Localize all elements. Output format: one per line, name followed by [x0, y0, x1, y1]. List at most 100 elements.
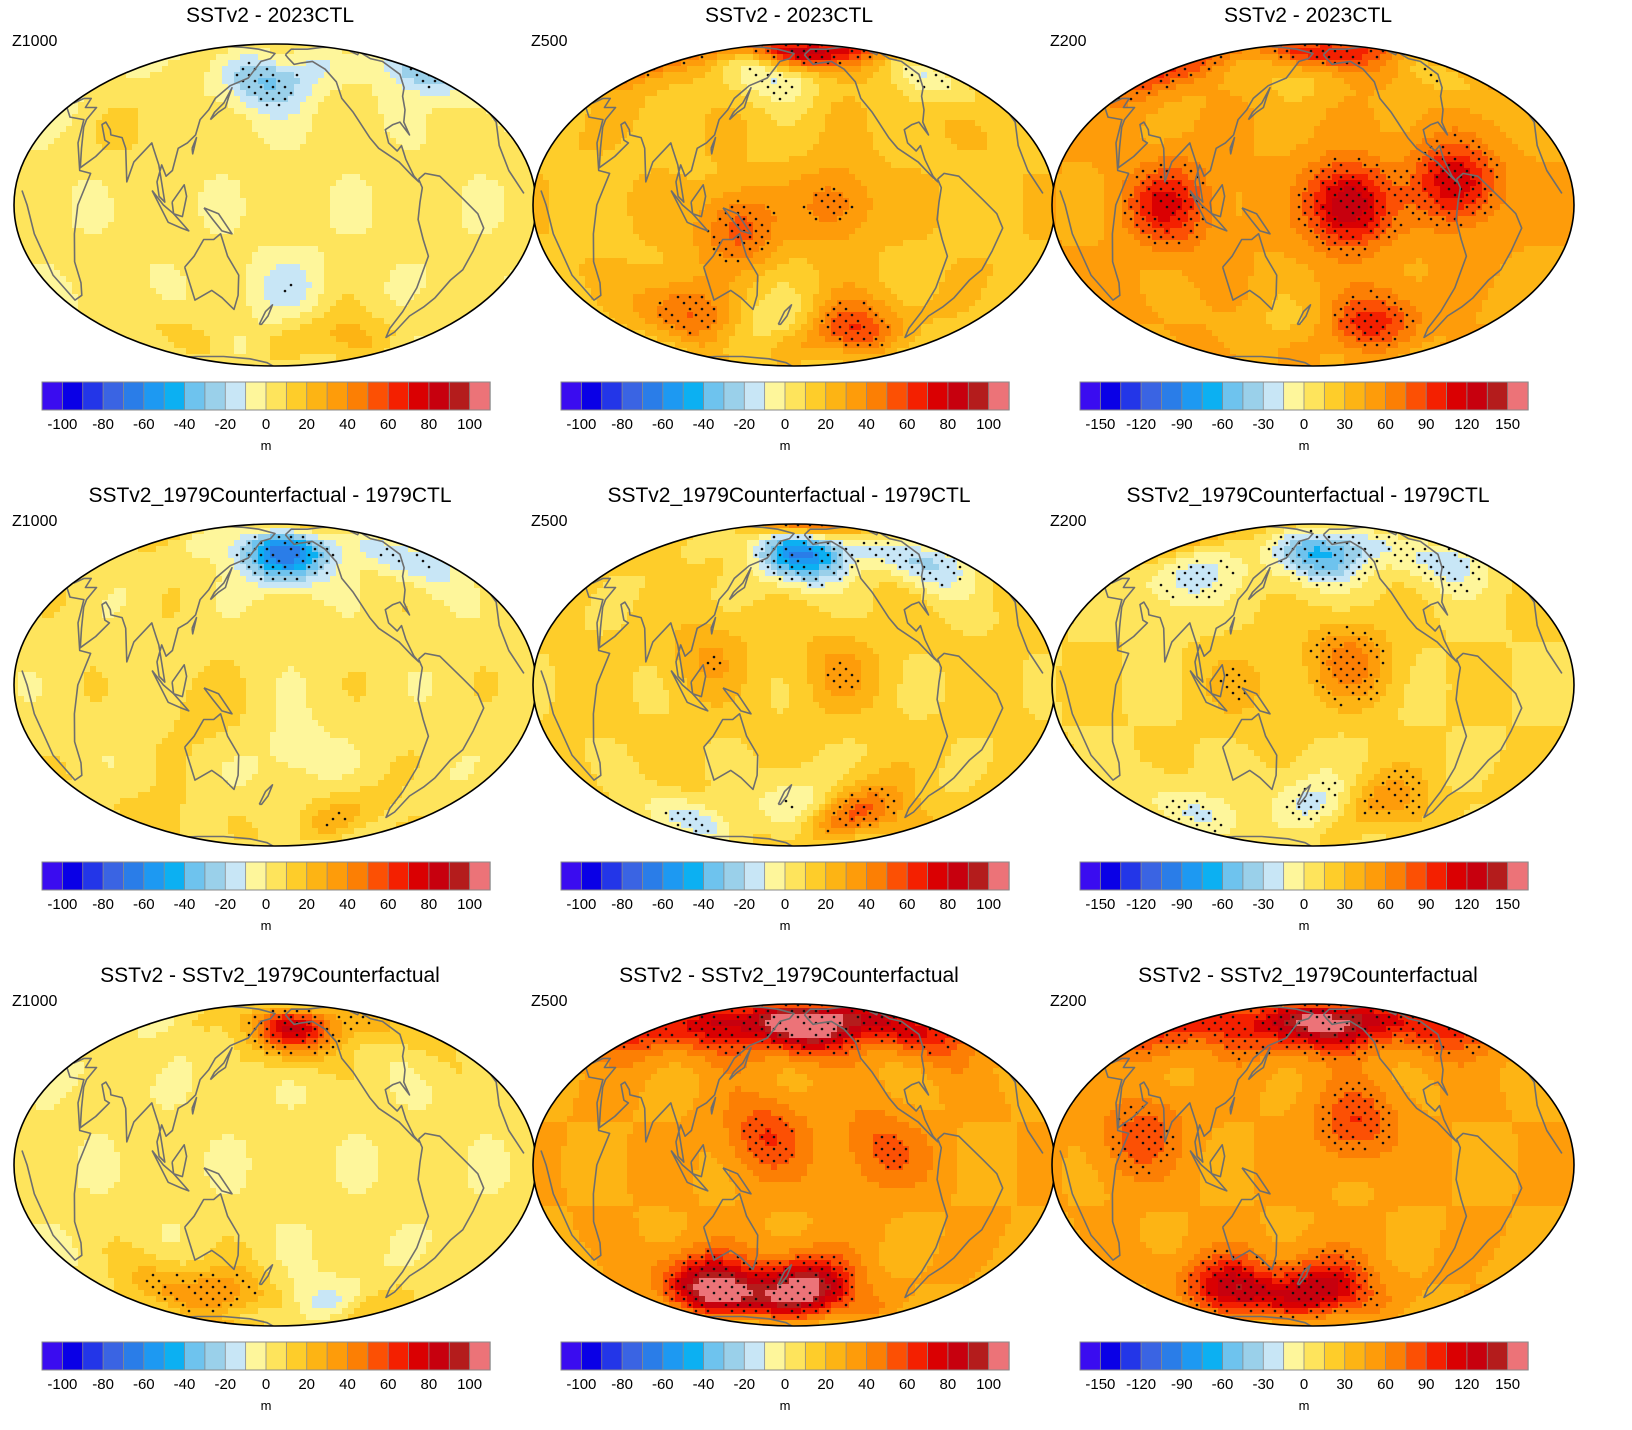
- field-cell: [897, 126, 904, 133]
- field-cell: [849, 72, 856, 79]
- field-cell: [456, 108, 463, 115]
- field-cell: [849, 54, 856, 61]
- field-cell: [867, 78, 874, 85]
- field-cell: [372, 192, 379, 199]
- field-cell: [348, 300, 355, 307]
- field-cell: [192, 348, 199, 355]
- field-cell: [324, 258, 331, 265]
- field-cell: [504, 216, 511, 223]
- field-cell: [969, 90, 976, 97]
- field-cell: [312, 168, 319, 175]
- field-cell: [240, 174, 247, 181]
- field-cell: [390, 108, 397, 115]
- field-cell: [300, 72, 307, 79]
- field-cell: [102, 186, 109, 193]
- field-cell: [360, 318, 367, 325]
- field-cell: [759, 114, 766, 121]
- field-cell: [270, 114, 277, 121]
- field-cell: [843, 54, 850, 61]
- field-cell: [783, 44, 790, 49]
- field-cell: [342, 192, 349, 199]
- field-cell: [723, 66, 730, 73]
- field-cell: [120, 270, 127, 277]
- field-cell: [126, 240, 133, 247]
- field-cell: [378, 180, 385, 187]
- field-cell: [60, 150, 67, 157]
- field-cell: [24, 222, 31, 229]
- field-cell: [288, 192, 295, 199]
- field-cell: [843, 144, 850, 151]
- field-cell: [14, 240, 19, 247]
- field-cell: [204, 120, 211, 127]
- field-cell: [426, 144, 433, 151]
- field-cell: [390, 210, 397, 217]
- field-cell: [216, 48, 223, 55]
- field-cell: [723, 48, 730, 55]
- field-cell: [192, 324, 199, 331]
- colorbar-swatch: [448, 381, 471, 411]
- field-cell: [504, 258, 511, 265]
- field-cell: [312, 120, 319, 127]
- field-cell: [270, 54, 277, 61]
- field-cell: [150, 222, 157, 229]
- field-cell: [408, 84, 415, 91]
- field-cell: [420, 204, 427, 211]
- field-cell: [264, 366, 271, 373]
- field-cell: [78, 216, 85, 223]
- field-cell: [246, 186, 253, 193]
- field-cell: [915, 84, 922, 91]
- field-cell: [294, 348, 301, 355]
- field-cell: [168, 186, 175, 193]
- field-cell: [975, 132, 982, 139]
- field-cell: [162, 282, 169, 289]
- field-cell: [168, 114, 175, 121]
- field-cell: [615, 108, 622, 115]
- field-cell: [132, 216, 139, 223]
- field-cell: [354, 90, 361, 97]
- field-cell: [336, 60, 343, 67]
- field-cell: [408, 150, 415, 157]
- field-cell: [126, 216, 133, 223]
- field-cell: [498, 216, 505, 223]
- field-cell: [510, 156, 517, 163]
- field-cell: [633, 120, 640, 127]
- field-cell: [444, 108, 451, 115]
- field-cell: [420, 108, 427, 115]
- field-cell: [30, 168, 37, 175]
- field-cell: [246, 168, 253, 175]
- field-cell: [330, 120, 337, 127]
- field-cell: [252, 72, 259, 79]
- field-cell: [18, 228, 25, 235]
- field-cell: [48, 222, 55, 229]
- field-cell: [555, 144, 562, 151]
- field-cell: [132, 264, 139, 271]
- field-cell: [210, 312, 217, 319]
- field-cell: [186, 306, 193, 313]
- field-cell: [432, 222, 439, 229]
- field-cell: [312, 360, 319, 366]
- field-cell: [156, 204, 163, 211]
- field-cell: [138, 90, 145, 97]
- field-cell: [855, 138, 862, 145]
- field-cell: [186, 312, 193, 319]
- field-cell: [252, 126, 259, 133]
- field-cell: [480, 264, 487, 271]
- field-cell: [837, 114, 844, 121]
- field-cell: [492, 156, 499, 163]
- field-cell: [402, 192, 409, 199]
- field-cell: [216, 144, 223, 151]
- field-cell: [306, 312, 313, 319]
- field-cell: [390, 252, 397, 259]
- field-cell: [108, 300, 115, 307]
- field-cell: [438, 180, 445, 187]
- field-cell: [384, 300, 391, 307]
- field-cell: [837, 120, 844, 127]
- field-cell: [366, 282, 373, 289]
- field-cell: [270, 186, 277, 193]
- field-cell: [78, 276, 85, 283]
- field-cell: [174, 330, 181, 337]
- field-cell: [444, 282, 451, 289]
- field-cell: [921, 66, 928, 73]
- field-cell: [360, 66, 367, 73]
- field-cell: [282, 276, 289, 283]
